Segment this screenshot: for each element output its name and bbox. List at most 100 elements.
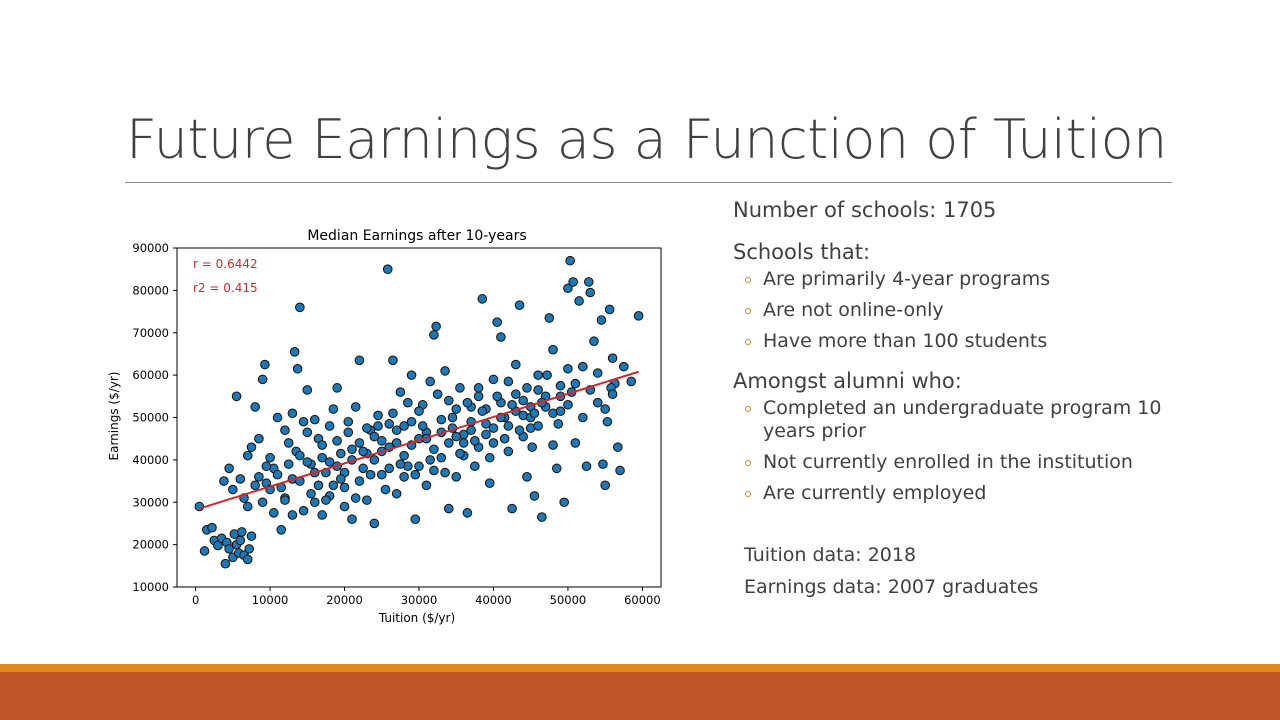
data-point — [324, 421, 335, 431]
data-point — [339, 501, 350, 512]
data-point — [583, 277, 594, 287]
data-point — [440, 467, 450, 478]
data-point — [244, 544, 255, 554]
data-point — [522, 383, 532, 393]
data-point — [317, 440, 327, 450]
data-point — [555, 380, 566, 391]
alumni-criteria-list: Completed an undergraduate program 10 ye… — [733, 397, 1173, 505]
data-point — [242, 501, 253, 512]
data-point — [514, 425, 525, 436]
data-point — [324, 457, 335, 467]
data-point — [470, 461, 480, 472]
bullet-icon — [745, 406, 751, 412]
data-point — [511, 359, 521, 370]
data-point — [570, 438, 581, 448]
data-point — [429, 444, 439, 455]
data-point — [406, 370, 417, 380]
data-point — [527, 442, 537, 452]
data-point — [417, 421, 428, 431]
data-point — [596, 315, 607, 325]
data-point — [470, 436, 480, 446]
footer-band — [0, 672, 1280, 720]
y-tick-label: 40000 — [132, 453, 169, 467]
data-point — [242, 450, 253, 461]
chart-title: Median Earnings after 10-years — [307, 228, 526, 244]
data-point — [399, 472, 409, 482]
x-tick-label: 60000 — [624, 593, 661, 607]
bullet-icon — [745, 460, 751, 466]
data-point — [399, 421, 409, 431]
y-tick-label: 80000 — [132, 283, 169, 297]
data-point — [484, 478, 495, 488]
schools-heading: Schools that: — [733, 240, 871, 264]
r2-annotation: r2 = 0.415 — [193, 281, 258, 295]
data-point — [350, 493, 361, 503]
data-point — [466, 425, 476, 436]
info-panel: Number of schools: 1705 Schools that: Ar… — [733, 196, 1173, 603]
y-tick-label: 20000 — [132, 538, 169, 552]
data-point — [533, 421, 543, 431]
data-point — [207, 522, 217, 533]
data-point — [380, 484, 391, 495]
data-notes: Tuition data: 2018 Earnings data: 2007 g… — [733, 539, 1173, 603]
data-point — [354, 476, 365, 486]
list-item: Are currently employed — [733, 482, 1173, 505]
data-point — [369, 518, 380, 529]
data-point — [548, 440, 558, 450]
data-point — [254, 433, 264, 444]
data-point — [246, 442, 257, 452]
list-item-text: Are not online-only — [763, 299, 944, 321]
chart-svg: Median Earnings after 10-years 0 10000 200… — [107, 228, 662, 625]
data-point — [477, 294, 488, 304]
data-point — [507, 503, 517, 514]
list-item: Completed an undergraduate program 10 ye… — [733, 397, 1173, 443]
data-point — [295, 450, 305, 461]
data-point — [589, 336, 599, 347]
data-point — [578, 412, 588, 423]
data-point — [503, 376, 514, 387]
data-point — [317, 510, 327, 520]
data-point — [563, 363, 573, 374]
data-point — [373, 421, 383, 431]
data-point — [488, 423, 499, 433]
data-point — [384, 419, 395, 429]
data-point — [317, 452, 327, 463]
data-point — [568, 277, 578, 287]
x-tick-label: 10000 — [252, 593, 289, 607]
data-point — [260, 359, 270, 370]
data-point — [272, 412, 283, 423]
data-point — [336, 448, 346, 459]
data-point — [462, 397, 473, 408]
data-point — [447, 412, 458, 423]
data-point — [414, 406, 424, 416]
data-point — [563, 399, 573, 410]
list-item: Not currently enrolled in the institutio… — [733, 451, 1173, 474]
data-point — [220, 558, 231, 569]
schools-criteria-list: Are primarily 4-year programs Are not on… — [733, 268, 1173, 353]
data-point — [228, 484, 238, 495]
y-tick-label: 50000 — [132, 411, 169, 425]
data-point — [518, 395, 529, 406]
data-point — [254, 472, 264, 482]
y-tick-label: 30000 — [132, 495, 169, 509]
alumni-heading: Amongst alumni who: — [733, 369, 962, 393]
data-point — [585, 287, 596, 298]
data-point — [492, 391, 502, 402]
data-point — [533, 385, 543, 395]
data-point — [473, 383, 484, 393]
data-point — [492, 317, 502, 327]
data-point — [283, 438, 294, 448]
data-point — [542, 370, 552, 380]
data-point — [306, 488, 316, 499]
data-point — [488, 374, 499, 385]
data-point — [199, 546, 210, 556]
data-point — [235, 474, 246, 484]
data-point — [339, 482, 350, 493]
data-point — [388, 355, 398, 366]
data-point — [565, 255, 575, 266]
data-point — [511, 389, 521, 399]
data-point — [358, 446, 368, 457]
data-point — [309, 414, 320, 425]
list-item: Are not online-only — [733, 299, 1173, 322]
data-point — [473, 391, 484, 402]
